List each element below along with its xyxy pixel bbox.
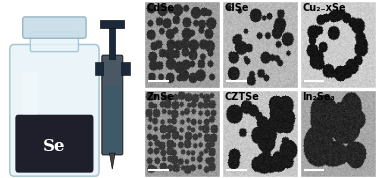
Bar — [100, 20, 124, 28]
Text: ZnSe: ZnSe — [147, 92, 175, 102]
FancyBboxPatch shape — [15, 115, 93, 173]
FancyBboxPatch shape — [22, 72, 38, 115]
Text: CISe: CISe — [225, 3, 249, 13]
Bar — [95, 62, 103, 75]
FancyBboxPatch shape — [10, 44, 99, 176]
FancyBboxPatch shape — [104, 86, 121, 152]
Text: Se: Se — [43, 138, 66, 155]
FancyBboxPatch shape — [102, 55, 123, 155]
Polygon shape — [109, 153, 115, 169]
Bar — [121, 62, 130, 75]
Text: CZTSe: CZTSe — [225, 92, 259, 102]
Text: CdSe: CdSe — [147, 3, 175, 13]
FancyBboxPatch shape — [23, 17, 86, 38]
Text: Cu₂₋xSe: Cu₂₋xSe — [302, 3, 346, 13]
Bar — [109, 23, 115, 59]
Text: In₂Se₃: In₂Se₃ — [302, 92, 335, 102]
FancyBboxPatch shape — [31, 32, 78, 52]
